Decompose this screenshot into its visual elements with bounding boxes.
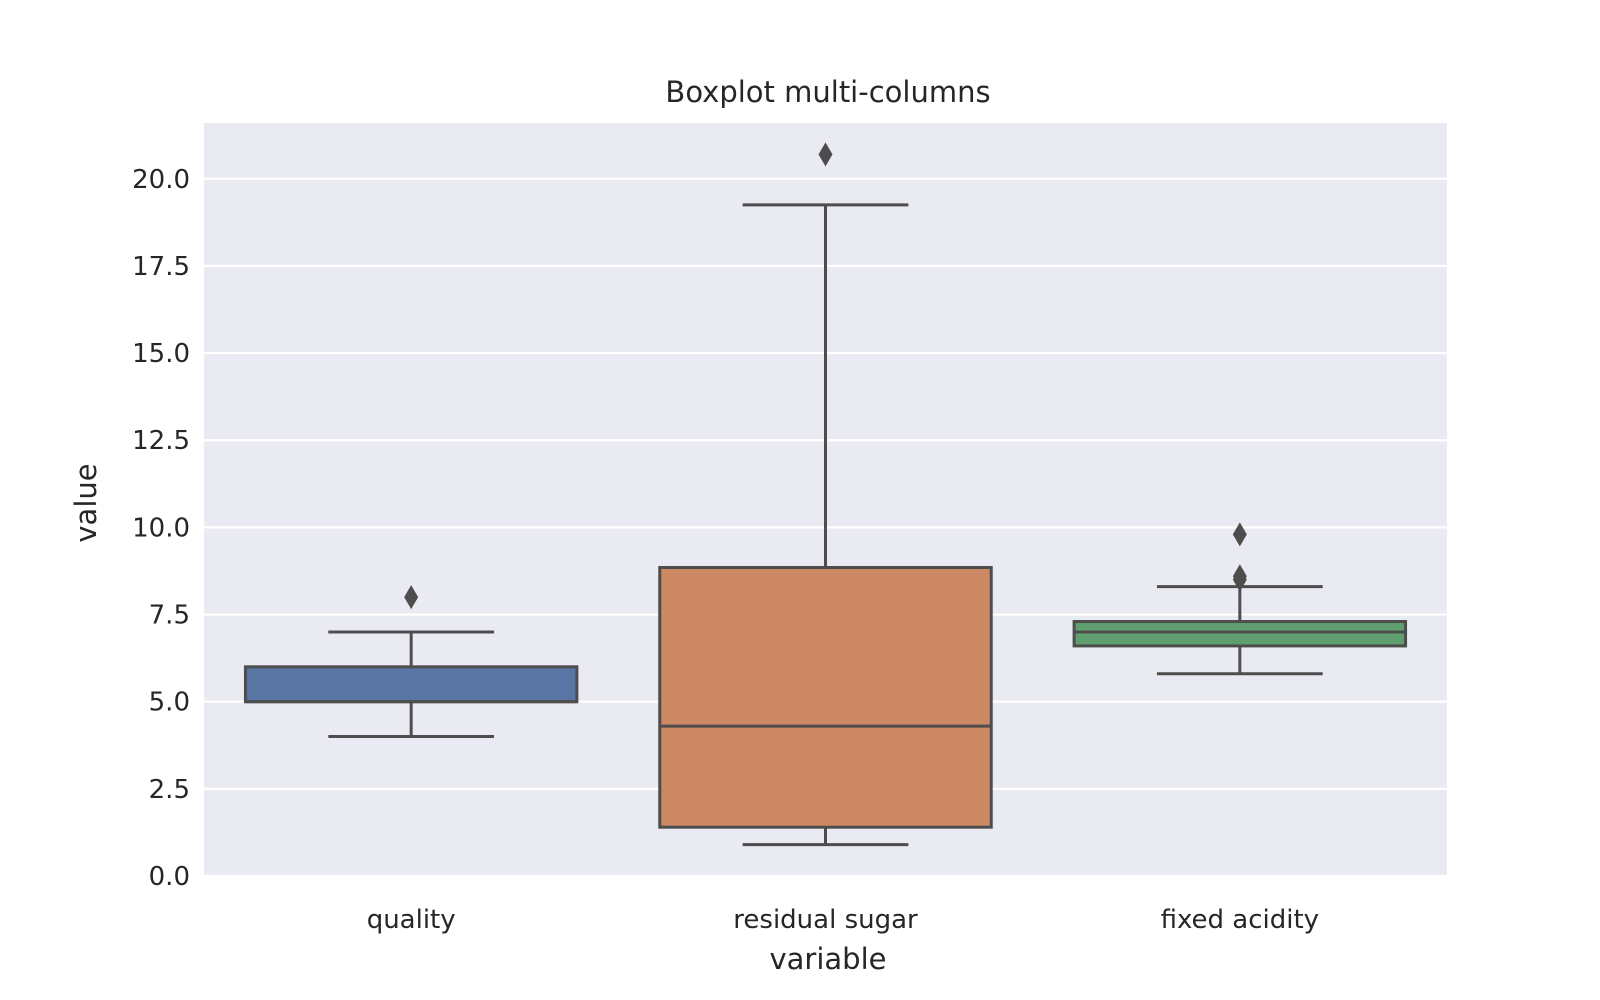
y-axis-title: value	[69, 463, 103, 542]
box-body	[243, 665, 579, 704]
box-body	[658, 565, 993, 829]
y-tick-label: 20.0	[132, 165, 190, 195]
outlier-point	[818, 142, 833, 167]
y-tick-label: 12.5	[132, 426, 190, 456]
boxes	[243, 142, 1408, 847]
x-tick-label: fixed acidity	[1161, 905, 1320, 935]
y-tick-labels: 0.0 2.5 5.0 7.5 10.0 12.5 15.0 17.5 20.0	[132, 165, 190, 892]
y-tick-label: 17.5	[132, 252, 190, 282]
box-residual-sugar	[658, 142, 993, 847]
x-tick-label: residual sugar	[733, 905, 918, 935]
outlier-point	[1232, 564, 1247, 589]
y-tick-label: 7.5	[149, 601, 190, 631]
outlier-point	[404, 585, 419, 610]
x-axis-title: variable	[770, 942, 887, 976]
box-quality	[243, 585, 579, 739]
box-fixed-acidity	[1072, 522, 1408, 676]
x-tick-labels: quality residual sugar fixed acidity	[367, 905, 1319, 935]
chart-title: Boxplot multi-columns	[665, 75, 990, 109]
x-tick-label: quality	[367, 905, 456, 935]
y-tick-label: 2.5	[149, 775, 190, 805]
outlier-point	[1232, 522, 1247, 547]
y-tick-label: 15.0	[132, 339, 190, 369]
y-tick-label: 10.0	[132, 513, 190, 543]
y-tick-label: 0.0	[149, 862, 190, 892]
box-body	[1072, 620, 1408, 648]
y-tick-label: 5.0	[149, 688, 190, 718]
